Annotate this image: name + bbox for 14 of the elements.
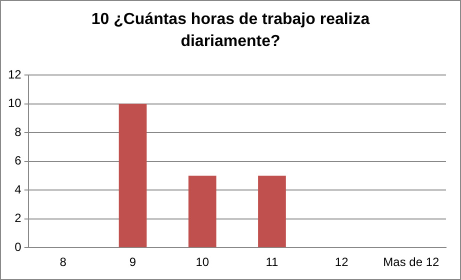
- y-tick-label: 0: [14, 240, 22, 254]
- x-tick-label: 8: [60, 255, 67, 270]
- x-tick-label: Mas de 12: [383, 255, 440, 270]
- y-tick-label: 10: [8, 96, 22, 110]
- x-tick-label: 9: [129, 255, 136, 270]
- y-tick-label: 4: [14, 182, 22, 196]
- x-tick-label: 11: [266, 255, 279, 270]
- chart-title: 10 ¿Cuántas horas de trabajo realiza diariamente?: [90, 10, 371, 52]
- x-tick-label: 10: [196, 255, 210, 270]
- y-tick-label: 6: [14, 154, 22, 168]
- y-tick-label: 8: [14, 124, 22, 139]
- y-tick-label: 2: [14, 211, 22, 226]
- x-tick-label: 12: [334, 255, 349, 270]
- y-tick-label: 12: [8, 68, 22, 82]
